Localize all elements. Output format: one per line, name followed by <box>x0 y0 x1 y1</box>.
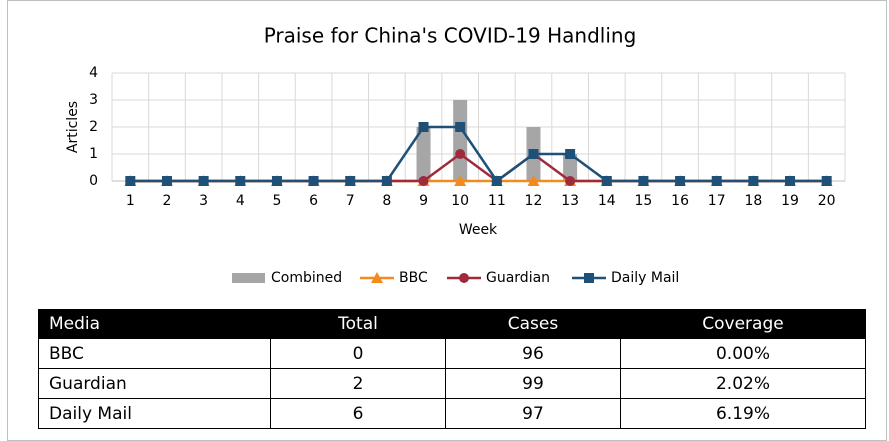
table-cell: 0 <box>270 338 446 369</box>
legend-label: BBC <box>399 270 428 286</box>
table-row: BBC 0 96 0.00% <box>38 338 866 369</box>
x-tick-label: 19 <box>781 193 799 209</box>
bar <box>416 127 431 181</box>
table-cell: Daily Mail <box>38 398 271 429</box>
header-cell: Coverage <box>620 309 866 339</box>
x-tick-label: 17 <box>708 193 726 209</box>
legend-marker <box>371 272 383 283</box>
y-tick-label: 2 <box>89 119 98 135</box>
point <box>345 176 356 186</box>
table-body: BBC 0 96 0.00% Guardian 2 99 2.02% Daily Mail 6 97… <box>38 338 866 429</box>
bar <box>453 100 468 181</box>
table-cell: BBC <box>38 338 271 369</box>
point <box>711 176 722 186</box>
bar <box>563 154 578 181</box>
point <box>785 176 796 186</box>
y-tick-label: 1 <box>89 146 98 162</box>
table-cell: Guardian <box>38 368 271 399</box>
table-cell: 6 <box>270 398 446 429</box>
point <box>528 149 539 159</box>
legend-marker <box>584 273 594 283</box>
point <box>454 175 467 186</box>
point <box>418 122 429 132</box>
x-tick-label: 13 <box>561 193 579 209</box>
legend-label: Daily Mail <box>611 270 679 286</box>
table-cell: 2.02% <box>620 368 866 399</box>
x-tick-label: 4 <box>236 193 245 209</box>
legend-label: Guardian <box>486 270 550 286</box>
x-tick-label: 6 <box>309 193 318 209</box>
point <box>638 176 649 186</box>
chart-title: Praise for China's COVID-19 Handling <box>264 24 637 48</box>
series-line <box>130 125 827 183</box>
x-tick-label: 10 <box>451 193 469 209</box>
x-axis-label: Week <box>459 222 498 238</box>
header-cell: Cases <box>445 309 621 339</box>
point <box>491 176 502 186</box>
table-cell: 97 <box>445 398 621 429</box>
x-tick-label: 8 <box>382 193 391 209</box>
table-row: Guardian 2 99 2.02% <box>38 368 866 399</box>
x-tick-label: 14 <box>598 193 616 209</box>
point <box>381 176 392 186</box>
x-tick-label: 9 <box>419 193 428 209</box>
point <box>418 176 429 186</box>
x-tick-label: 11 <box>488 193 506 209</box>
point <box>748 176 759 186</box>
x-tick-label: 12 <box>525 193 543 209</box>
point <box>161 176 172 186</box>
header-row: Media Total Cases Coverage <box>38 309 866 339</box>
header-cell: Total <box>270 309 446 339</box>
table-cell: 6.19% <box>620 398 866 429</box>
point <box>125 176 136 186</box>
x-tick-label: 18 <box>744 193 762 209</box>
x-tick-label: 15 <box>635 193 653 209</box>
point <box>198 176 209 186</box>
y-tick-label: 0 <box>89 173 98 189</box>
point <box>821 176 832 186</box>
point <box>235 176 246 186</box>
table-row: Daily Mail 6 97 6.19% <box>38 398 866 429</box>
table-cell: 96 <box>445 338 621 369</box>
legend-swatch <box>232 273 265 283</box>
point <box>565 149 576 159</box>
x-tick-label: 1 <box>126 193 135 209</box>
coverage-table: Media Total Cases Coverage BBC 0 96 0.00% Gu… <box>38 309 866 429</box>
point <box>565 176 576 186</box>
point <box>675 176 686 186</box>
point <box>308 176 319 186</box>
point <box>271 176 282 186</box>
point <box>455 122 466 132</box>
y-tick-label: 4 <box>89 65 98 81</box>
x-tick-label: 3 <box>199 193 208 209</box>
x-tick-label: 20 <box>818 193 836 209</box>
legend-marker <box>459 273 469 283</box>
x-tick-label: 7 <box>346 193 355 209</box>
point <box>601 176 612 186</box>
y-axis-label: Articles <box>65 101 81 153</box>
table-cell: 99 <box>445 368 621 399</box>
x-tick-label: 2 <box>163 193 172 209</box>
x-tick-label: 16 <box>671 193 689 209</box>
point <box>455 149 466 159</box>
legend-label: Combined <box>271 270 342 286</box>
point <box>527 175 540 186</box>
y-tick-label: 3 <box>89 92 98 108</box>
x-tick-label: 5 <box>272 193 281 209</box>
header-cell: Media <box>38 309 271 339</box>
table-cell: 2 <box>270 368 446 399</box>
table-cell: 0.00% <box>620 338 866 369</box>
